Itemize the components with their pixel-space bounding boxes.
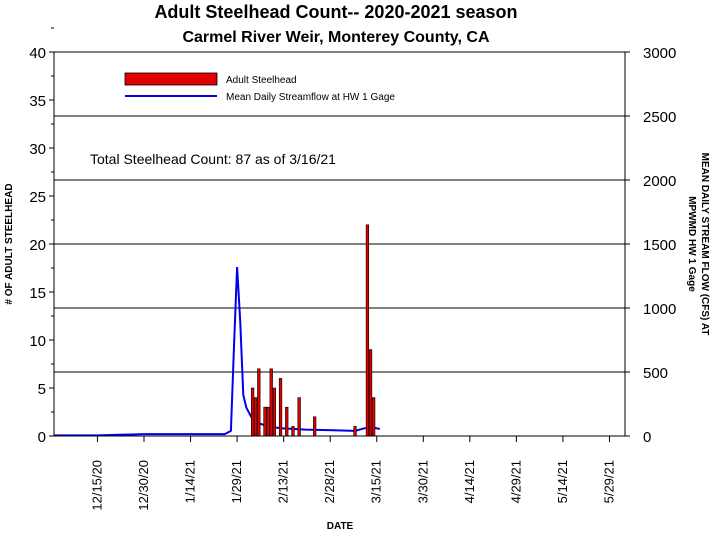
x-tick-label: 12/30/20 <box>136 460 151 511</box>
left-tick-label: 0 <box>38 429 46 446</box>
steelhead-bar <box>372 397 376 437</box>
left-tick-label: 5 <box>38 381 46 398</box>
legend-line-label: Mean Daily Streamflow at HW 1 Gage <box>226 92 395 103</box>
left-tick-label: 25 <box>29 189 46 206</box>
right-tick-label: 2000 <box>643 173 676 190</box>
left-tick-label: 15 <box>29 285 46 302</box>
steelhead-bar <box>291 426 295 437</box>
steelhead-bar <box>368 349 373 437</box>
x-tick-label: 4/14/21 <box>462 460 477 503</box>
y-axis-right-label-line2: MPWMD HW 1 Gage <box>686 196 697 292</box>
steelhead-bar <box>285 406 289 437</box>
steelhead-bar <box>266 406 270 437</box>
total-count-annotation: Total Steelhead Count: 87 as of 3/16/21 <box>90 151 336 167</box>
x-tick-label: 1/29/21 <box>229 460 244 503</box>
legend-bar-label: Adult Steelhead <box>226 75 297 86</box>
y-axis-right-label-line1: MEAN DAILY STREAM FLOW (CFS) AT <box>699 153 710 336</box>
steelhead-bar <box>254 397 258 437</box>
legend: Adult Steelhead Mean Daily Streamflow at… <box>124 72 395 103</box>
x-tick-label: 4/29/21 <box>508 460 523 503</box>
right-tick-label: 1500 <box>643 237 676 254</box>
left-tick-label: 30 <box>29 141 46 158</box>
steelhead-bar <box>353 426 357 437</box>
x-tick-label: 12/15/20 <box>89 460 104 511</box>
x-tick-label: 3/30/21 <box>415 460 430 503</box>
x-tick-label: 1/14/21 <box>183 460 198 503</box>
x-tick-label: 2/28/21 <box>322 460 337 503</box>
x-tick-label: 5/29/21 <box>601 460 616 503</box>
x-tick-label: 5/14/21 <box>555 460 570 503</box>
steelhead-bar <box>297 397 301 437</box>
steelhead-bar <box>272 387 276 437</box>
steelhead-bar <box>257 368 261 437</box>
left-tick-label: 20 <box>29 237 46 254</box>
right-tick-label: 500 <box>643 365 668 382</box>
x-tick-label: 3/15/21 <box>369 460 384 503</box>
steelhead-bar <box>278 378 283 437</box>
chart-title: Adult Steelhead Count-- 2020-2021 season <box>154 2 517 22</box>
bars <box>250 224 376 437</box>
left-tick-label: 10 <box>29 333 46 350</box>
chart-subtitle: Carmel River Weir, Monterey County, CA <box>182 29 489 46</box>
flow-line-layer <box>54 266 381 437</box>
right-tick-label: 1000 <box>643 301 676 318</box>
right-tick-label: 2500 <box>643 109 676 126</box>
x-tick-label: 2/13/21 <box>276 460 291 503</box>
right-axis: 0 500 1000 1500 2000 2500 3000 <box>625 45 676 446</box>
steelhead-bar <box>365 224 370 437</box>
y-axis-left-label: # OF ADULT STEELHEAD <box>4 183 15 304</box>
right-tick-label: 3000 <box>643 45 676 62</box>
left-tick-label: 40 <box>29 45 46 62</box>
steelhead-bar <box>313 416 317 437</box>
steelhead-bar <box>269 368 273 437</box>
streamflow-line <box>54 266 381 437</box>
x-axis-label: DATE <box>327 521 354 532</box>
steelhead-bar <box>263 406 267 437</box>
left-tick-label: 35 <box>29 93 46 110</box>
x-axis: 12/15/20 12/30/20 1/14/21 1/29/21 2/13/21 2/2… <box>89 436 616 511</box>
gridlines <box>54 115 625 373</box>
legend-bar-swatch <box>124 72 218 86</box>
left-axis: 0 5 10 15 20 25 30 35 40 <box>29 27 54 446</box>
steelhead-bar <box>250 387 255 437</box>
right-tick-label: 0 <box>643 429 651 446</box>
